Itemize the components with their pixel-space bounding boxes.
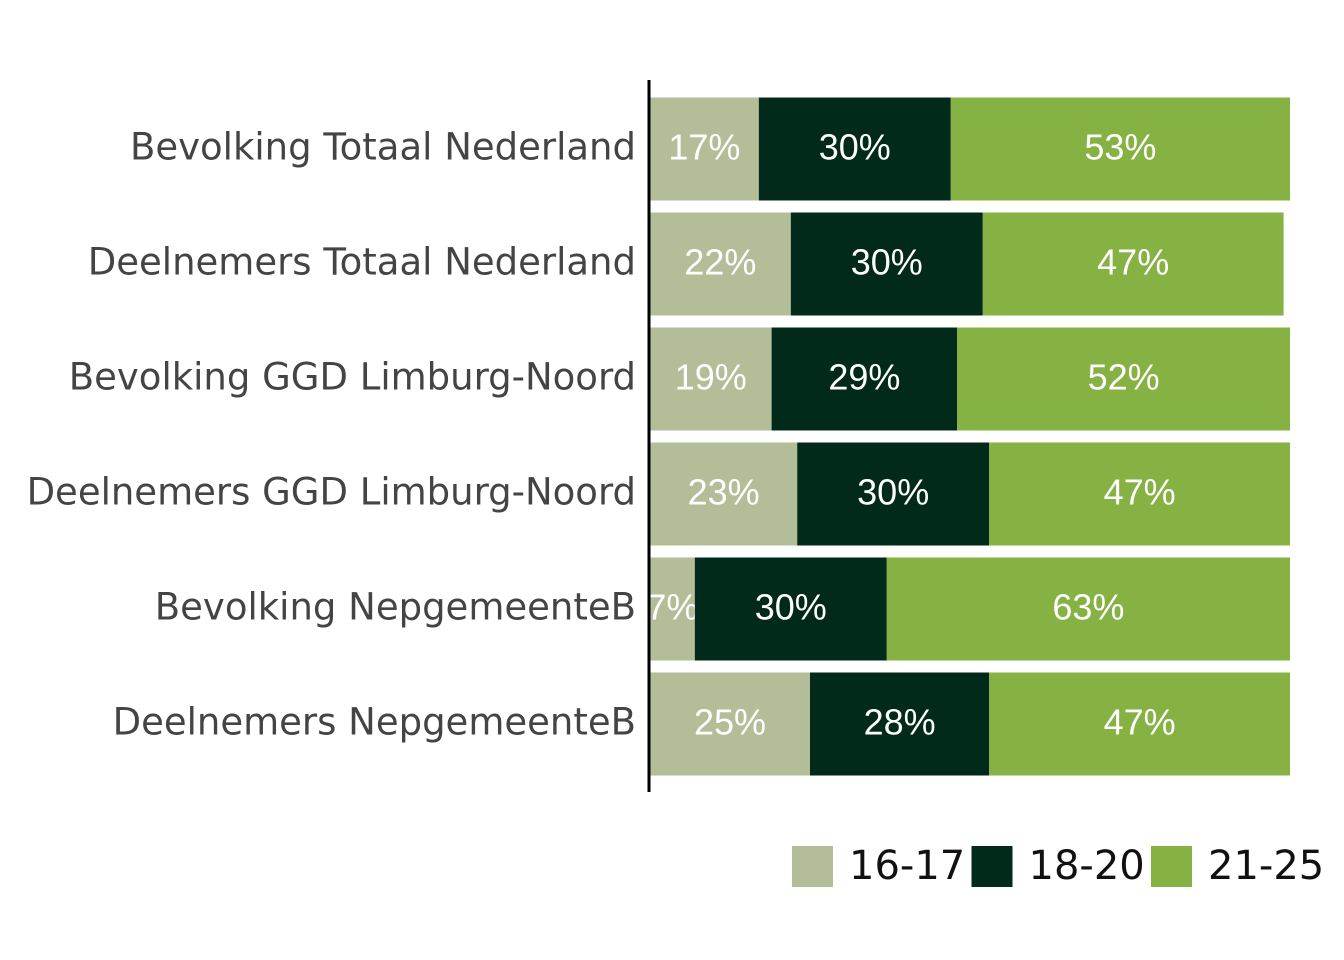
bar-segment — [810, 672, 990, 776]
data-label: 30% — [819, 127, 891, 168]
bar-segment — [650, 212, 791, 316]
legend-label: 21-25 — [1208, 843, 1324, 889]
category-label: Deelnemers GGD Limburg-Noord — [27, 471, 636, 514]
data-label: 28% — [864, 702, 936, 743]
bar-segment — [989, 442, 1290, 546]
data-label: 7% — [646, 587, 698, 628]
bar-segment — [650, 442, 798, 546]
bar-segment — [650, 672, 810, 776]
legend-label: 16-17 — [849, 843, 965, 889]
data-label: 53% — [1084, 127, 1156, 168]
bar-segment — [989, 672, 1290, 776]
data-label: 47% — [1104, 702, 1176, 743]
category-label: Deelnemers NepgemeenteB — [113, 701, 636, 744]
plot-area: 17% 30% 53% 22% 30% 47% 19% 29% 52% 23% 30% 47% 7% 30… — [646, 97, 1290, 776]
bar-segment — [771, 327, 958, 431]
legend-label: 18-20 — [1029, 843, 1145, 889]
data-label: 63% — [1052, 587, 1124, 628]
legend-swatch — [971, 846, 1013, 887]
bar-segment — [650, 97, 759, 201]
data-label: 30% — [851, 242, 923, 283]
bar-segment — [650, 327, 772, 431]
data-label: 29% — [828, 357, 900, 398]
data-label: 25% — [694, 702, 766, 743]
bar-segment — [950, 97, 1290, 201]
bar-segment — [650, 557, 695, 661]
category-label: Deelnemers Totaal Nederland — [88, 241, 636, 284]
bar-segment — [886, 557, 1290, 661]
legend-swatch — [792, 846, 833, 887]
data-label: 47% — [1097, 242, 1169, 283]
category-label: Bevolking Totaal Nederland — [130, 126, 636, 169]
data-label: 52% — [1088, 357, 1160, 398]
data-label: 30% — [857, 472, 929, 513]
bar-segment — [957, 327, 1290, 431]
data-label: 22% — [684, 242, 756, 283]
data-label: 19% — [675, 357, 747, 398]
bar-segment — [982, 212, 1284, 316]
data-label: 47% — [1104, 472, 1176, 513]
data-label: 17% — [668, 127, 740, 168]
data-label: 30% — [755, 587, 827, 628]
bar-segment — [694, 557, 887, 661]
bar-segment — [797, 442, 990, 546]
data-label: 23% — [688, 472, 760, 513]
legend-swatch — [1151, 846, 1192, 887]
category-label: Bevolking NepgemeenteB — [155, 586, 636, 629]
category-label: Bevolking GGD Limburg-Noord — [69, 356, 636, 399]
bar-segment — [758, 97, 951, 201]
bar-segment — [790, 212, 983, 316]
